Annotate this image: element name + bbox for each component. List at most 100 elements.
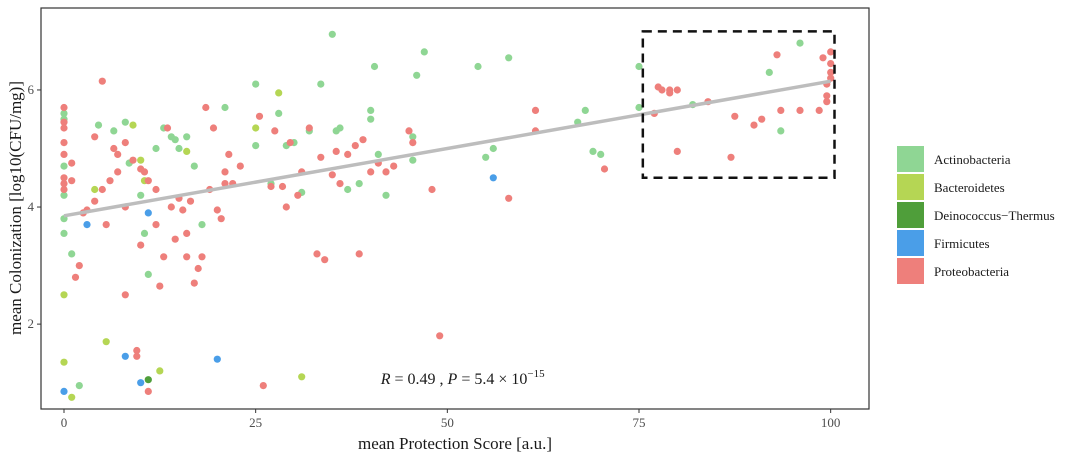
point-proteobacteria	[133, 352, 141, 360]
point-proteobacteria	[390, 162, 398, 170]
point-actinobacteria	[60, 229, 68, 237]
point-bacteroidetes	[60, 358, 68, 366]
point-proteobacteria	[213, 206, 221, 214]
point-firmicutes	[83, 221, 91, 229]
point-bacteroidetes	[275, 89, 283, 97]
x-tick-label: 100	[821, 415, 841, 430]
point-proteobacteria	[60, 185, 68, 194]
point-bacteroidetes	[91, 185, 99, 194]
point-proteobacteria	[505, 194, 513, 202]
p-value: = 5.4 × 10	[457, 371, 527, 388]
point-actinobacteria	[152, 144, 160, 153]
point-proteobacteria	[221, 168, 229, 176]
point-proteobacteria	[267, 182, 275, 191]
point-actinobacteria	[597, 150, 605, 158]
point-bacteroidetes	[156, 367, 164, 375]
point-proteobacteria	[137, 241, 145, 249]
point-proteobacteria	[819, 54, 827, 62]
point-proteobacteria	[221, 180, 229, 188]
point-proteobacteria	[823, 98, 831, 106]
point-actinobacteria	[581, 106, 589, 114]
point-proteobacteria	[102, 221, 110, 229]
point-actinobacteria	[367, 106, 375, 114]
legend-swatch	[897, 174, 924, 200]
point-actinobacteria	[420, 48, 428, 56]
correlation-annotation: R = 0.49 , P = 5.4 × 10−15	[380, 368, 545, 388]
legend-label: Firmicutes	[934, 236, 990, 251]
point-proteobacteria	[186, 197, 195, 205]
point-proteobacteria	[194, 264, 202, 273]
point-proteobacteria	[428, 185, 436, 194]
x-axis-title: mean Protection Score [a.u.]	[358, 434, 552, 453]
point-actinobacteria	[137, 191, 145, 199]
y-tick-label: 4	[28, 199, 35, 214]
legend-swatch	[897, 258, 924, 284]
point-proteobacteria	[68, 177, 76, 185]
point-actinobacteria	[409, 156, 417, 164]
point-proteobacteria	[190, 279, 198, 287]
point-proteobacteria	[114, 150, 122, 158]
point-proteobacteria	[160, 253, 168, 261]
x-tick-label: 75	[633, 415, 646, 430]
point-actinobacteria	[382, 191, 390, 199]
point-bacteroidetes	[298, 373, 306, 381]
point-actinobacteria	[94, 121, 103, 129]
legend-label: Proteobacteria	[934, 264, 1009, 279]
point-proteobacteria	[140, 168, 149, 176]
point-proteobacteria	[359, 136, 367, 144]
point-actinobacteria	[344, 185, 352, 194]
point-proteobacteria	[144, 177, 152, 185]
point-proteobacteria	[60, 139, 68, 147]
point-proteobacteria	[98, 77, 106, 85]
point-bacteroidetes	[137, 156, 145, 164]
point-bacteroidetes	[252, 124, 260, 132]
point-proteobacteria	[236, 162, 244, 170]
legend-label: Actinobacteria	[934, 152, 1011, 167]
point-proteobacteria	[773, 51, 781, 59]
point-proteobacteria	[409, 139, 417, 147]
point-actinobacteria	[374, 150, 382, 158]
point-actinobacteria	[336, 124, 344, 132]
point-proteobacteria	[405, 127, 413, 135]
point-actinobacteria	[252, 142, 260, 150]
point-actinobacteria	[190, 162, 198, 170]
point-firmicutes	[60, 387, 68, 395]
point-proteobacteria	[758, 115, 766, 123]
point-proteobacteria	[673, 86, 681, 94]
point-actinobacteria	[140, 229, 149, 237]
x-tick-label: 50	[441, 415, 454, 430]
point-proteobacteria	[344, 150, 352, 158]
point-actinobacteria	[777, 127, 785, 135]
x-tick-label: 25	[249, 415, 262, 430]
point-proteobacteria	[823, 92, 831, 100]
point-proteobacteria	[815, 106, 823, 114]
point-proteobacteria	[121, 139, 129, 147]
points-layer	[60, 30, 835, 401]
point-firmicutes	[121, 352, 129, 360]
point-firmicutes	[489, 174, 497, 182]
point-bacteroidetes	[68, 393, 76, 401]
point-proteobacteria	[727, 153, 735, 161]
point-proteobacteria	[98, 185, 106, 194]
point-proteobacteria	[367, 168, 375, 176]
r-value: = 0.49 ,	[391, 371, 448, 388]
point-actinobacteria	[68, 250, 76, 258]
point-proteobacteria	[91, 197, 99, 205]
point-proteobacteria	[827, 68, 835, 76]
point-proteobacteria	[75, 262, 83, 270]
point-actinobacteria	[413, 71, 421, 79]
legend: Actinobacteria Bacteroidetes Deinococcus−T…	[897, 146, 1055, 284]
point-actinobacteria	[796, 39, 804, 47]
point-actinobacteria	[275, 109, 283, 117]
point-proteobacteria	[271, 127, 279, 135]
point-actinobacteria	[370, 62, 379, 71]
point-proteobacteria	[777, 106, 785, 114]
point-proteobacteria	[796, 106, 804, 114]
point-actinobacteria	[505, 54, 513, 62]
axes: 0 25 50 75 100 2 4 6	[28, 82, 841, 430]
point-proteobacteria	[827, 48, 835, 56]
point-proteobacteria	[600, 165, 609, 173]
point-proteobacteria	[152, 221, 160, 229]
y-axis-title: mean Colonization [log10(CFU/mg)]	[6, 81, 25, 335]
point-actinobacteria	[60, 191, 68, 199]
